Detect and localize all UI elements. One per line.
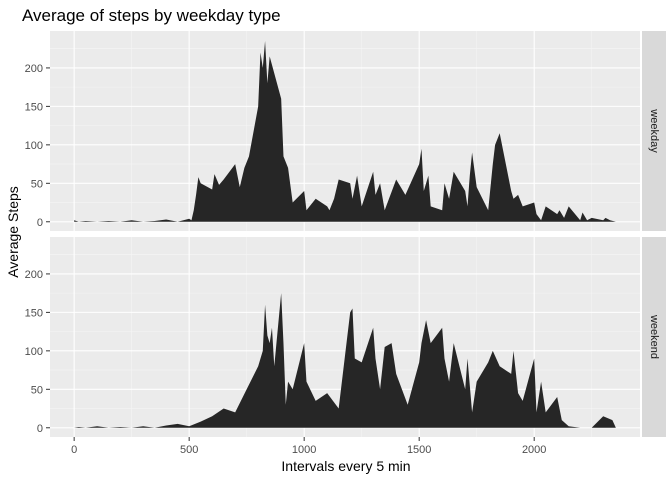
x-tick-label: 2000 xyxy=(522,444,546,456)
y-tick-label: 150 xyxy=(25,101,43,113)
y-tick-label: 100 xyxy=(25,346,43,358)
x-axis: 0 500 1000 1500 2000 xyxy=(71,437,546,456)
y-tick-label: 200 xyxy=(25,269,43,281)
y-tick-label: 0 xyxy=(37,217,43,229)
y-tick-label: 200 xyxy=(25,63,43,75)
y-tick-label: 0 xyxy=(37,423,43,435)
facet-panel-weekday: 0 50 100 150 200 weekday xyxy=(25,31,666,231)
facet-strip xyxy=(642,237,666,437)
facet-strip xyxy=(642,31,666,231)
y-tick-label: 50 xyxy=(31,384,43,396)
facet-panels: 0 50 100 150 200 weekday 0 50 100 150 200 weekend xyxy=(25,31,666,437)
x-tick-label: 500 xyxy=(180,444,198,456)
chart-title: Average of steps by weekday type xyxy=(22,6,281,25)
x-tick-label: 1000 xyxy=(292,444,316,456)
y-tick-label: 100 xyxy=(25,140,43,152)
x-tick-label: 1500 xyxy=(407,444,431,456)
y-axis-title: Average Steps xyxy=(5,186,21,278)
y-tick-label: 50 xyxy=(31,178,43,190)
x-axis-title: Intervals every 5 min xyxy=(281,458,410,474)
facet-strip-label: weekday xyxy=(648,108,660,153)
area-series-weekend xyxy=(74,293,616,428)
x-tick-label: 0 xyxy=(71,444,77,456)
facet-panel-weekend: 0 50 100 150 200 weekend xyxy=(25,237,666,437)
y-tick-label: 150 xyxy=(25,307,43,319)
facet-strip-label: weekend xyxy=(648,314,660,359)
area-series-weekday xyxy=(74,41,616,222)
